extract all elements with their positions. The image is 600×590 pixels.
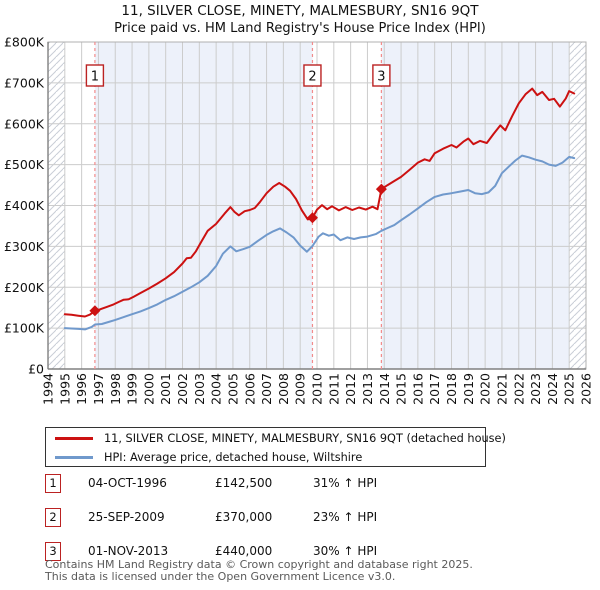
sale-price: £440,000 — [215, 544, 273, 558]
sale-hpi-delta: 31% ↑ HPI — [313, 476, 378, 490]
x-axis-tick-label: 1994 — [41, 373, 56, 405]
sale-table-row: 3 01-NOV-2013 £440,000 30% ↑ HPI — [0, 542, 600, 562]
license-line-1: Contains HM Land Registry data © Crown c… — [45, 558, 473, 571]
sale-number-box — [303, 64, 322, 87]
sale-marker-diamond — [375, 183, 387, 195]
x-axis-tick-label: 2022 — [511, 373, 526, 405]
sale-date: 25-SEP-2009 — [88, 510, 165, 524]
license-line-2: This data is licensed under the Open Gov… — [45, 569, 396, 583]
x-axis-tick-label: 1996 — [74, 373, 89, 405]
x-axis-tick-label: 2002 — [175, 373, 190, 405]
x-axis-tick-label: 2012 — [343, 373, 358, 405]
x-axis-tick-label: 2001 — [158, 373, 173, 405]
x-axis-tick-label: 2026 — [579, 373, 594, 405]
sale-date: 01-NOV-2013 — [88, 544, 169, 558]
y-axis-tick-label: £100K — [4, 321, 45, 336]
x-axis-tick-label: 2021 — [494, 373, 509, 405]
x-axis-tick-label: 2005 — [225, 373, 240, 405]
legend-label-hpi: HPI: Average price, detached house, Wilt… — [104, 451, 363, 464]
license-footer: Contains HM Land Registry data © Crown c… — [45, 559, 473, 582]
hpi-line-swatch — [55, 456, 93, 459]
page-subtitle: Price paid vs. HM Land Registry's House … — [114, 21, 486, 36]
price-history-chart: £0 £100K £200K £300K £400K £500K £600K £700K £80… — [0, 35, 600, 416]
sale-marker-diamond — [306, 212, 318, 224]
x-axis-tick-label: 2010 — [310, 373, 325, 405]
y-axis-tick-label: £600K — [4, 116, 45, 131]
sale-price: £370,000 — [215, 510, 273, 524]
y-axis-tick-label: £800K — [4, 36, 45, 50]
x-axis-tick-label: 2014 — [377, 373, 392, 405]
x-axis-tick-label: 2019 — [461, 373, 476, 405]
x-axis-tick-label: 2007 — [259, 373, 274, 405]
sale-table-row: 2 25-SEP-2009 £370,000 23% ↑ HPI — [0, 508, 600, 528]
x-axis-tick-label: 1999 — [125, 373, 140, 405]
x-axis-tick-label: 2018 — [444, 373, 459, 405]
x-axis-tick-label: 2008 — [276, 373, 291, 405]
y-axis-tick-label: £200K — [4, 280, 45, 295]
y-axis-tick-label: £0 — [28, 362, 44, 377]
x-axis-tick-label: 2004 — [209, 373, 224, 405]
sale-marker-diamond — [89, 305, 101, 317]
y-axis-tick-label: £500K — [4, 157, 45, 172]
x-axis-tick-label: 2020 — [478, 373, 493, 405]
sale-number-box-label: 2 — [308, 70, 316, 85]
x-axis-tick-label: 2023 — [528, 373, 543, 405]
x-axis-tick-label: 2017 — [427, 373, 442, 405]
chart-legend: 11, SILVER CLOSE, MINETY, MALMESBURY, SN… — [45, 427, 506, 467]
chart-canvas: £0 £100K £200K £300K £400K £500K £600K £700K £80… — [4, 35, 594, 405]
y-axis-tick-label: £300K — [4, 239, 45, 254]
x-axis-tick-label: 2024 — [545, 373, 560, 405]
x-axis-tick-label: 2009 — [293, 373, 308, 405]
sale-date: 04-OCT-1996 — [88, 476, 167, 490]
x-axis-tick-label: 2025 — [562, 373, 577, 405]
hpi-series-line — [63, 154, 576, 331]
x-axis-tick-label: 2011 — [326, 373, 341, 405]
y-axis-tick-label: £700K — [4, 75, 45, 90]
sale-number-badge: 2 — [45, 508, 61, 527]
x-axis-tick-label: 1997 — [91, 373, 106, 405]
x-axis-tick-label: 2015 — [394, 373, 409, 405]
sale-number-badge: 1 — [45, 474, 61, 493]
sale-number-box — [372, 64, 391, 87]
property-line-swatch — [55, 437, 93, 440]
sale-hpi-delta: 23% ↑ HPI — [313, 510, 378, 524]
x-axis-tick-label: 2013 — [360, 373, 375, 405]
x-axis-tick-label: 1995 — [57, 373, 72, 405]
legend-row-hpi: HPI: Average price, detached house, Wilt… — [46, 448, 485, 467]
sale-number-box-label: 1 — [91, 70, 99, 85]
sale-number-box — [85, 64, 105, 87]
sale-number-badge: 3 — [45, 542, 61, 561]
legend-row-property: 11, SILVER CLOSE, MINETY, MALMESBURY, SN… — [46, 429, 506, 448]
x-axis-tick-label: 2000 — [141, 373, 156, 405]
sale-number-box-label: 3 — [377, 70, 385, 85]
price-paid-series-line — [63, 87, 576, 318]
x-axis-tick-label: 1998 — [108, 373, 123, 405]
legend-label-property: 11, SILVER CLOSE, MINETY, MALMESBURY, SN… — [104, 432, 506, 445]
x-axis-tick-label: 2003 — [192, 373, 207, 405]
x-axis-tick-label: 2016 — [410, 373, 425, 405]
y-axis-tick-label: £400K — [4, 198, 45, 213]
sale-price: £142,500 — [215, 476, 273, 490]
page-title: 11, SILVER CLOSE, MINETY, MALMESBURY, SN… — [121, 3, 479, 19]
x-axis-tick-label: 2006 — [242, 373, 257, 405]
sale-hpi-delta: 30% ↑ HPI — [313, 544, 378, 558]
sale-table-row: 1 04-OCT-1996 £142,500 31% ↑ HPI — [0, 474, 600, 494]
